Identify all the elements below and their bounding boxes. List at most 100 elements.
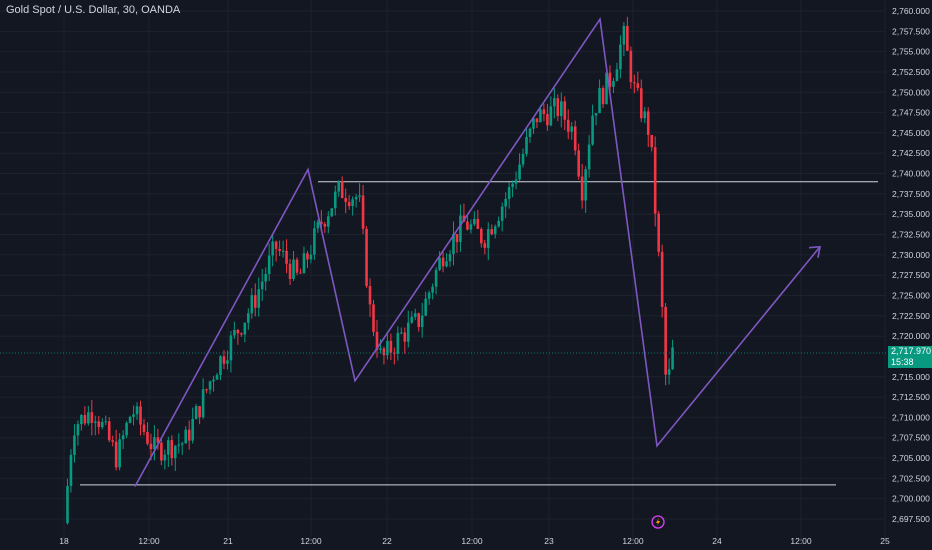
candle-body — [525, 136, 528, 154]
candle-body — [605, 72, 608, 105]
price-axis-label: 2,702.500 — [892, 473, 930, 483]
price-axis[interactable]: 2,760.000 2,757.500 2,755.000 2,752.500 2,75… — [892, 6, 930, 524]
lightning-icon[interactable] — [651, 515, 665, 529]
candle-body — [111, 440, 114, 442]
candle-body — [208, 381, 212, 390]
candle-body — [434, 269, 438, 287]
candle-body — [420, 315, 424, 328]
candle-body — [302, 253, 306, 274]
zigzag-line[interactable] — [134, 16, 821, 487]
time-axis[interactable]: 18 12:00 21 12:00 22 12:00 23 12:00 24 12:00 25 — [59, 536, 890, 546]
candle-body — [87, 412, 90, 424]
candle-body — [187, 429, 191, 441]
candle-body — [104, 421, 108, 423]
candle-body — [191, 418, 194, 441]
candle-body — [354, 196, 358, 200]
candle-body — [626, 25, 629, 51]
candle-body — [83, 415, 87, 424]
candle-body — [521, 153, 525, 165]
candle-body — [66, 485, 69, 524]
candle-body — [497, 220, 500, 227]
time-axis-label: 21 — [223, 536, 233, 546]
zigzag-arrowhead — [808, 245, 821, 258]
candle-body — [337, 181, 341, 192]
candle-body — [205, 389, 208, 391]
time-axis-label: 12:00 — [300, 536, 322, 546]
candle-body — [424, 298, 427, 316]
candle-body — [274, 241, 278, 249]
candle-body — [490, 229, 494, 235]
candle-body — [379, 348, 382, 350]
price-axis-label: 2,737.500 — [892, 189, 930, 199]
candle-body — [330, 208, 334, 217]
price-axis-label: 2,710.000 — [892, 412, 930, 422]
candle-body — [139, 406, 142, 425]
candle-body — [278, 248, 281, 251]
candle-body — [170, 440, 174, 459]
candle-body — [546, 114, 549, 126]
candle-body — [445, 261, 448, 267]
candle-body — [389, 340, 393, 353]
price-axis-label: 2,755.000 — [892, 47, 930, 57]
candle-body — [511, 183, 514, 188]
candle-body — [553, 98, 556, 107]
candle-body — [514, 179, 518, 184]
candle-body — [483, 243, 487, 248]
candle-body — [480, 228, 483, 244]
candle-body — [653, 147, 657, 214]
candle-body — [532, 118, 535, 129]
candle-body — [177, 444, 181, 446]
candle-body — [93, 421, 97, 423]
candle-body — [622, 25, 626, 45]
candle-body — [167, 440, 170, 455]
candle-body — [504, 198, 507, 207]
candle-body — [194, 406, 198, 419]
candle-body — [619, 44, 622, 70]
candle-body — [431, 286, 434, 293]
candle-body — [639, 88, 643, 119]
price-axis-label: 2,747.500 — [892, 108, 930, 118]
candle-body — [295, 259, 299, 273]
candle-body — [361, 195, 365, 229]
price-axis-label: 2,715.000 — [892, 372, 930, 382]
time-axis-label: 24 — [712, 536, 722, 546]
zigzag-drawing[interactable] — [134, 16, 821, 487]
candle-body — [473, 218, 476, 225]
candle-body — [559, 101, 563, 117]
candle-body — [441, 257, 445, 267]
candle-body — [80, 415, 83, 425]
candle-body — [528, 128, 532, 137]
candle-body — [184, 429, 188, 444]
candle-body — [566, 119, 570, 132]
candle-body — [323, 223, 327, 227]
candle-body — [469, 224, 473, 230]
candle-body — [598, 88, 601, 114]
time-axis-label: 12:00 — [790, 536, 812, 546]
time-axis-label: 12:00 — [138, 536, 160, 546]
price-axis-label: 2,727.500 — [892, 270, 930, 280]
candle-body — [229, 335, 233, 361]
price-axis-label: 2,707.500 — [892, 433, 930, 443]
candle-body — [462, 215, 466, 222]
candle-body — [556, 98, 560, 117]
horizontal-lines[interactable] — [80, 181, 878, 486]
candle-body — [288, 263, 292, 279]
candle-body — [584, 169, 587, 201]
candle-body — [316, 221, 320, 229]
candle-body — [163, 454, 167, 461]
candle-body — [156, 437, 160, 443]
candle-body — [212, 379, 215, 382]
candle-body — [535, 118, 539, 123]
candle-body — [629, 50, 633, 83]
candle-body — [573, 126, 577, 151]
candle-body — [90, 412, 94, 423]
time-axis-label: 12:00 — [622, 536, 644, 546]
candle-body — [667, 369, 671, 375]
candle-body — [264, 273, 268, 282]
candle-body — [100, 422, 104, 428]
time-axis-label: 23 — [544, 536, 554, 546]
candle-body — [542, 109, 546, 115]
candle-body — [410, 316, 414, 323]
candle-body — [347, 201, 351, 207]
